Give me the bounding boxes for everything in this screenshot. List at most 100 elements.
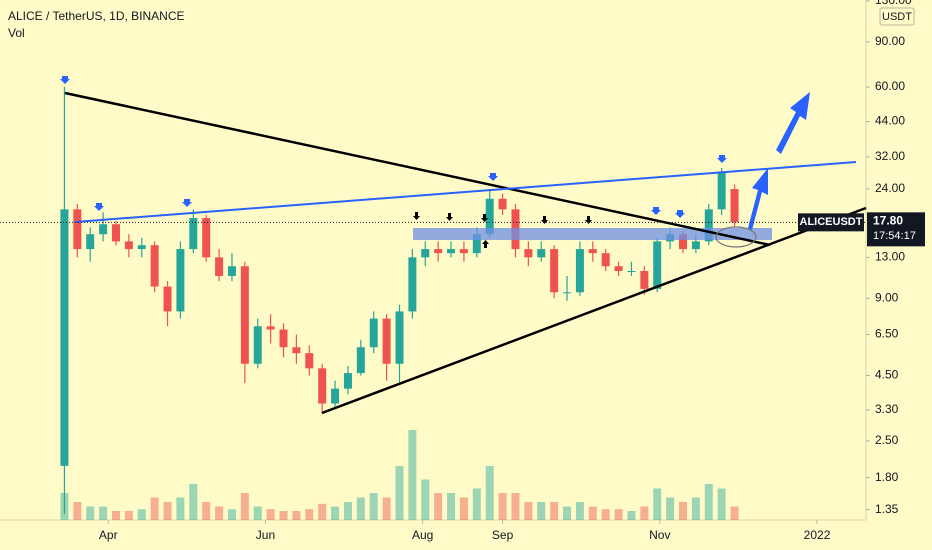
volume-bar [318, 503, 327, 520]
volume-bar [421, 479, 430, 520]
y-tick-label: 44.00 [875, 114, 905, 128]
volume-bar [356, 497, 365, 520]
volume-bar [86, 506, 95, 520]
candle-body [730, 189, 739, 223]
volume-bar [305, 509, 314, 520]
volume-bar [137, 509, 146, 520]
axes: 130.00 90.00 60.00 44.00 32.00 24.00 13.00 9.00… [99, 0, 925, 542]
volume-bar [717, 488, 726, 520]
volume-bar [666, 497, 675, 520]
x-tick-label: Jun [256, 528, 275, 542]
candle-body [563, 292, 572, 294]
y-tick-label: 24.00 [875, 181, 905, 195]
marker-arrows-black [413, 212, 592, 248]
candle-body [202, 218, 211, 258]
candle-body [524, 249, 533, 258]
trendline-upper [64, 91, 771, 247]
volume-bar [176, 497, 185, 520]
candle-body [266, 326, 275, 330]
candle-body [331, 388, 340, 404]
x-tick-label: Apr [99, 528, 118, 542]
volume-bar [369, 493, 378, 520]
volume-bar [266, 509, 275, 520]
volume-bar [537, 502, 546, 520]
candle-body [627, 271, 636, 273]
y-tick-label: 32.00 [875, 149, 905, 163]
candle-body [369, 318, 378, 348]
volume-bar [331, 506, 340, 520]
volume-bar [472, 488, 481, 520]
volume-bar [343, 502, 352, 520]
candle-body [498, 198, 507, 210]
volume-bar [382, 497, 391, 520]
candle-body [292, 347, 301, 354]
volume-bar [691, 497, 700, 520]
volume-bar [485, 466, 494, 520]
candle-body [189, 218, 198, 250]
trendline-lower [321, 206, 867, 415]
volume-bar [408, 430, 417, 520]
x-tick-label: Sep [492, 528, 514, 542]
symbol-label: ALICEUSDT [800, 216, 863, 228]
highlight-ellipse [715, 226, 757, 248]
volume-layer [60, 430, 739, 520]
candle-body [550, 249, 559, 293]
volume-bar [111, 511, 120, 520]
candle-body [704, 209, 713, 242]
candle-body [318, 368, 327, 404]
currency[interactable]: USDT [882, 11, 912, 23]
volume-bar [292, 511, 301, 520]
candle-body [137, 245, 146, 250]
candle-body [124, 241, 133, 250]
chart-title: ALICE / TetherUS, 1D, BINANCE [8, 9, 185, 23]
volume-bar [150, 497, 159, 520]
volume-legend: Vol [8, 26, 25, 40]
support-zone [413, 228, 772, 240]
candle-body [227, 266, 236, 276]
currency-box[interactable] [879, 7, 915, 26]
volume-bar [163, 502, 172, 520]
candle-body [343, 373, 352, 389]
y-tick-label: 13.00 [875, 250, 905, 264]
volume-bar [550, 502, 559, 520]
candle-body [215, 257, 224, 276]
price-label-box [867, 212, 925, 247]
y-tick-label: 2.50 [875, 433, 899, 447]
y-tick-label: 1.80 [875, 470, 899, 484]
y-tick-label: 60.00 [875, 79, 905, 93]
volume-bar [240, 493, 249, 520]
candle-body [279, 329, 288, 348]
volume-bar [563, 506, 572, 520]
candle-body [653, 241, 662, 289]
volume-bar [227, 509, 236, 520]
candle-body [253, 326, 262, 364]
candle-body [356, 347, 365, 374]
volume-bar [498, 493, 507, 520]
volume-bar [575, 502, 584, 520]
x-tick-label: Aug [412, 528, 433, 542]
y-tick-label: 9.00 [875, 290, 899, 304]
candle-body [395, 311, 404, 364]
volume-bar [395, 466, 404, 520]
candle-body [459, 249, 468, 254]
volume-bar [627, 511, 636, 520]
volume-bar [189, 484, 198, 520]
countdown: 17:54:17 [873, 230, 916, 242]
volume-bar [279, 511, 288, 520]
y-tick-label: 3.30 [875, 402, 899, 416]
candle-body [434, 249, 443, 254]
candle-body [176, 249, 185, 312]
volume-bar [202, 502, 211, 520]
x-tick-label: 2022 [804, 528, 831, 542]
volume-bar [447, 493, 456, 520]
candle-body [679, 234, 688, 250]
arrow-up [748, 168, 768, 230]
volume-bar [124, 511, 133, 520]
candle-body [60, 209, 69, 466]
candle-body [485, 198, 494, 235]
candle-body [150, 245, 159, 287]
symbol-label-box [798, 213, 864, 232]
candle-body [163, 286, 172, 312]
